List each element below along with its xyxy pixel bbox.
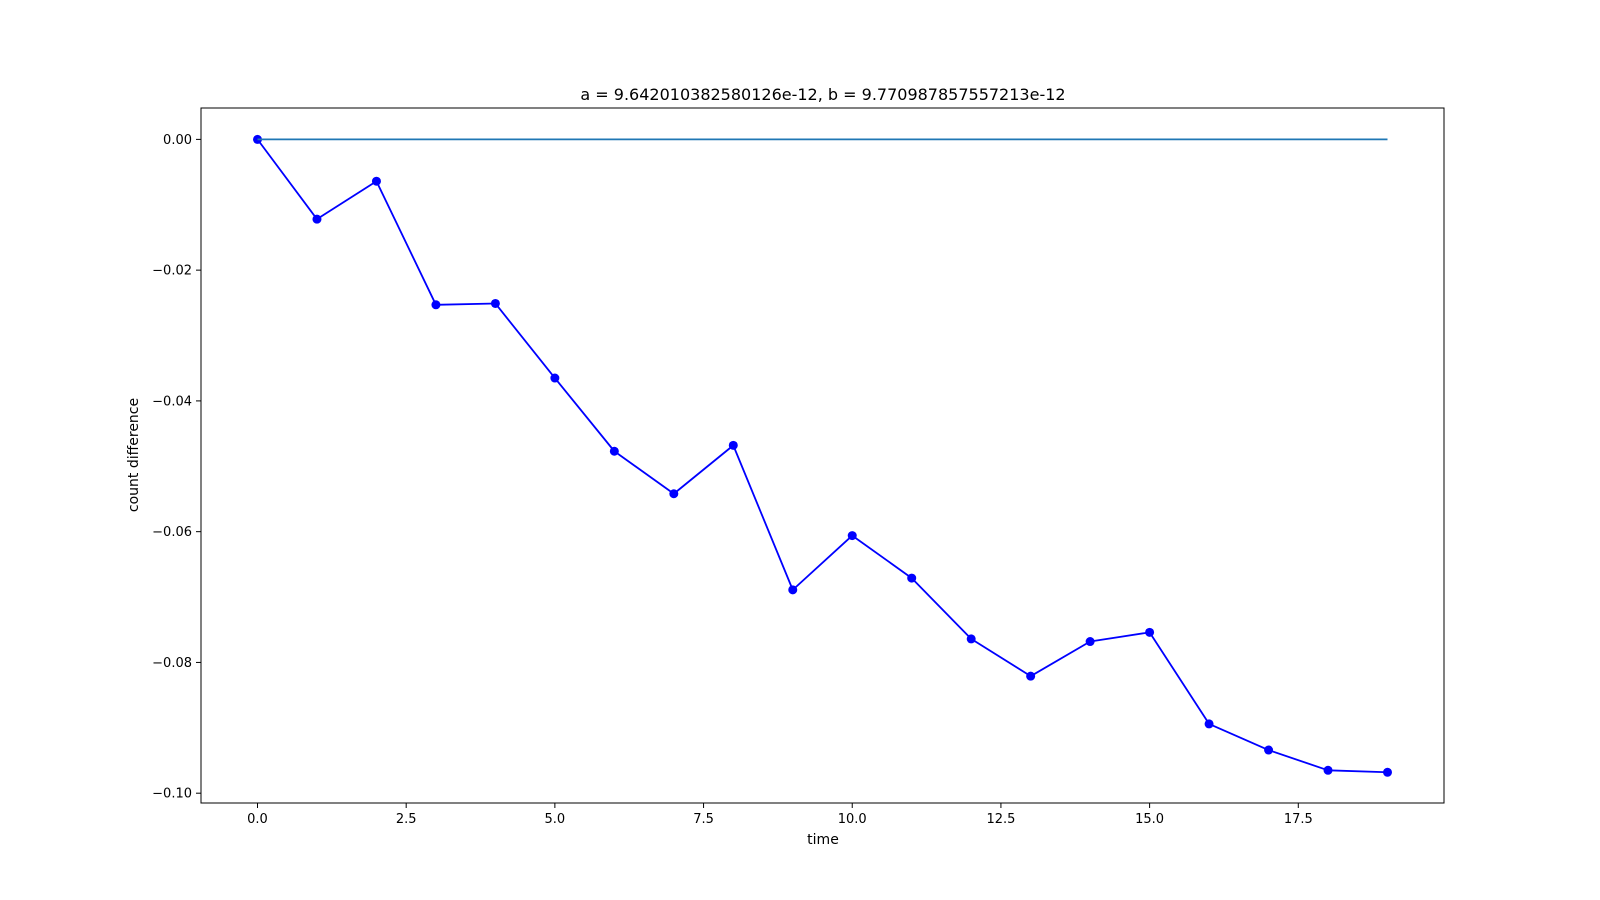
data-point (966, 634, 976, 644)
data-point (609, 446, 619, 456)
data-point (490, 298, 500, 308)
data-point (847, 531, 857, 541)
series-layer (253, 134, 1392, 777)
data-point (788, 585, 798, 595)
y-tick-label: −0.02 (152, 264, 192, 279)
data-point (1026, 671, 1036, 681)
data-point (1145, 627, 1155, 637)
data-point (1323, 765, 1333, 775)
y-tick-label: −0.08 (152, 656, 192, 671)
data-point (1204, 719, 1214, 729)
data-point (669, 489, 679, 499)
series-line-1 (256, 138, 1388, 774)
x-tick-label: 15.0 (1135, 812, 1164, 827)
y-tick-label: −0.06 (152, 525, 192, 540)
x-tick-label: 5.0 (545, 812, 566, 827)
y-tick-label: −0.04 (152, 394, 192, 409)
y-axis-title: count difference (126, 398, 142, 512)
data-point (550, 373, 560, 383)
data-point (1383, 767, 1392, 777)
data-point (1085, 637, 1095, 647)
data-point (728, 440, 738, 450)
x-tick-label: 2.5 (396, 812, 417, 827)
x-tick-label: 12.5 (986, 812, 1015, 827)
x-tick-label: 7.5 (693, 812, 714, 827)
data-point (312, 214, 322, 224)
x-tick-label: 0.0 (247, 812, 268, 827)
data-point (1264, 745, 1274, 755)
plot-frame (200, 107, 1445, 804)
y-tick-label: −0.10 (152, 787, 192, 802)
chart-title: a = 9.642010382580126e-12, b = 9.7709878… (580, 85, 1065, 104)
axes: 0.0 2.5 5.0 7.5 10.0 12.5 15.0 17.5 0.00 −0.02 −0.… (152, 133, 1313, 827)
x-axis-title: time (807, 832, 839, 848)
data-point (431, 300, 441, 310)
x-tick-label: 17.5 (1284, 812, 1313, 827)
y-tick-label: 0.00 (163, 133, 192, 148)
x-tick-label: 10.0 (838, 812, 867, 827)
data-point (371, 176, 381, 186)
data-point (907, 573, 917, 583)
